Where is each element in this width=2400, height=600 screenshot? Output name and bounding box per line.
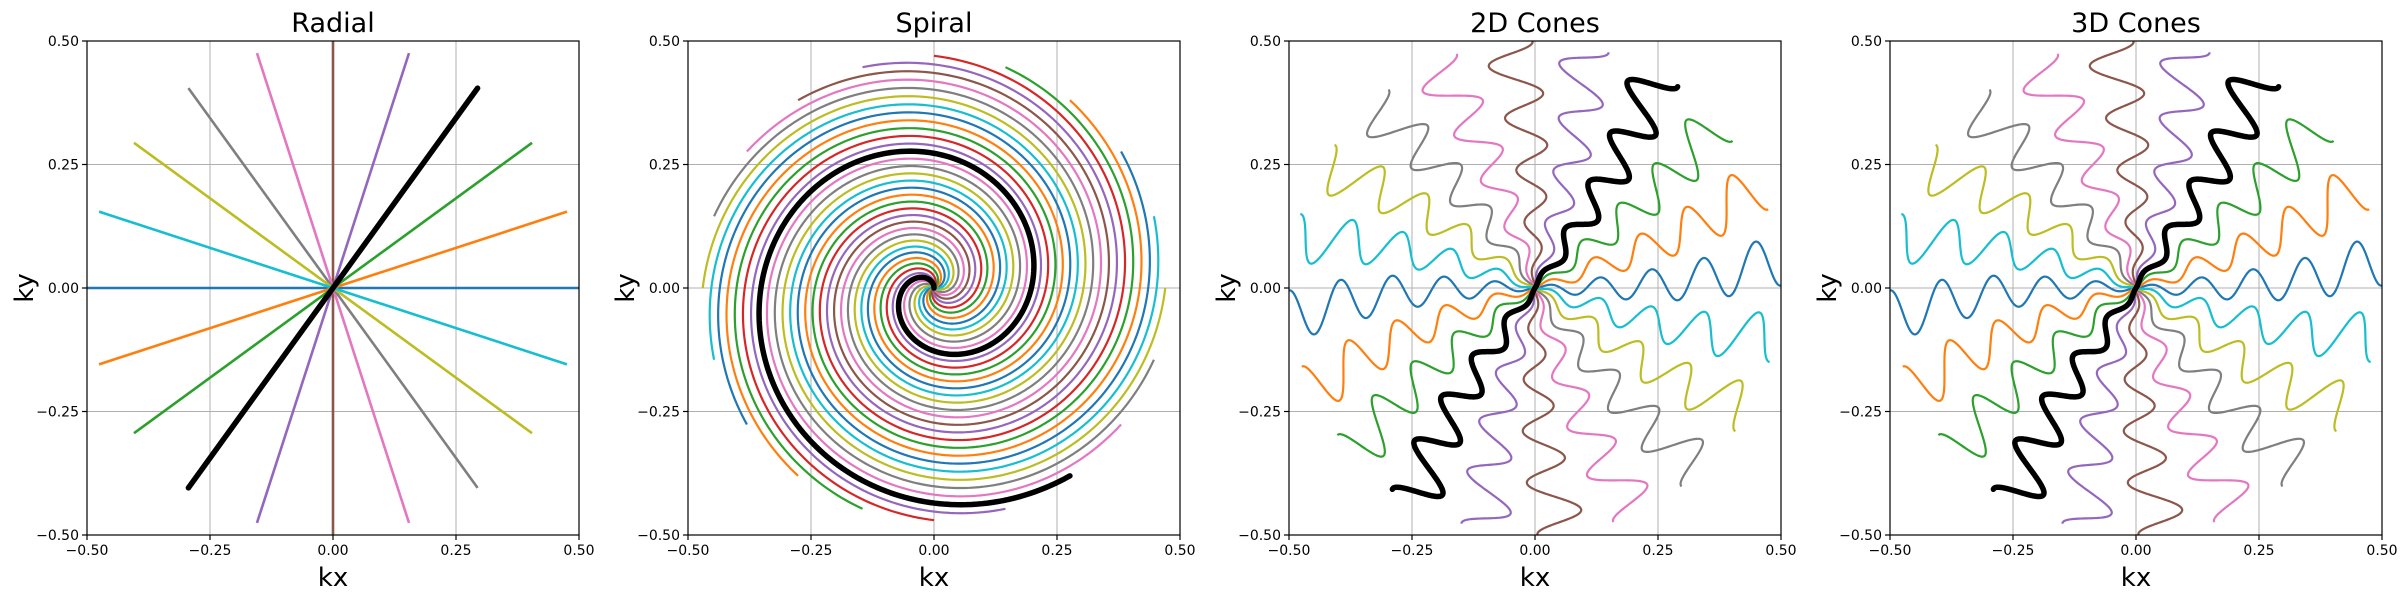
y-axis-label: ky: [611, 273, 641, 303]
panel-radial: Radial −0.50−0.50 −0.25 −0.25 0.00 0.00 0.25 0.…: [10, 8, 595, 593]
trajectory-line: [773, 164, 1155, 490]
y-axis-label: ky: [1813, 273, 1843, 303]
y-tick-label: −0.25: [1238, 405, 1281, 421]
plot-frame: [1288, 40, 1782, 536]
series-group: [87, 41, 579, 535]
y-tick-label: 0.50: [48, 34, 79, 50]
x-tick-label: 0.00: [918, 543, 949, 559]
trajectory-line: [804, 99, 1143, 457]
x-tick-label: 0.50: [563, 543, 594, 559]
trajectory-line: [701, 95, 1087, 404]
x-tick-label: −0.50: [667, 543, 710, 559]
series-group: [701, 54, 1167, 522]
y-tick-label: 0.25: [1851, 158, 1882, 174]
trajectory-line: [749, 142, 1043, 515]
trajectory-line: [717, 111, 1072, 425]
highlighted-trajectory-line: [1389, 76, 1681, 500]
trajectory-line: [746, 78, 1103, 419]
trajectory-line: [708, 103, 1079, 397]
y-tick-label: 0.00: [649, 281, 680, 297]
chart-title: 3D Cones: [2071, 8, 2201, 39]
panel-3d-cones: 3D Cones −0.50−0.50 −0.25 −0.25 0.00 0.00 0.25…: [1813, 8, 2398, 593]
plot-frame: [1889, 40, 2383, 536]
trajectory-line: [733, 127, 1057, 510]
y-tick-label: −0.50: [1238, 528, 1281, 544]
x-tick-label: 0.50: [1765, 543, 1796, 559]
x-axis-label: kx: [2121, 563, 2151, 593]
y-tick-label: −0.25: [637, 405, 680, 421]
x-tick-label: 0.25: [440, 543, 471, 559]
trajectory-line: [741, 134, 1050, 522]
x-tick-label: 0.50: [2366, 543, 2397, 559]
panel-spiral: Spiral −0.50−0.50 −0.25 −0.25 0.00 0.00 0.25 0.…: [611, 8, 1196, 593]
x-tick-label: 0.25: [1642, 543, 1673, 559]
y-axis-label: ky: [1212, 273, 1242, 303]
y-tick-label: −0.25: [1839, 405, 1882, 421]
trajectory-line: [781, 172, 1167, 481]
x-tick-label: 0.00: [1519, 543, 1550, 559]
x-tick-label: −0.25: [1992, 543, 2035, 559]
highlighted-trajectory-line: [756, 148, 1073, 508]
x-axis-label: kx: [1520, 563, 1550, 593]
trajectory-line: [765, 157, 1122, 498]
trajectory-line: [725, 119, 1064, 477]
trajectory-line: [713, 86, 1095, 412]
y-axis-label: ky: [10, 273, 40, 303]
y-tick-label: 0.00: [48, 281, 79, 297]
highlighted-trajectory-line: [1990, 76, 2282, 500]
y-tick-label: 0.00: [1851, 281, 1882, 297]
y-tick-label: 0.25: [1250, 158, 1281, 174]
x-tick-label: 0.00: [2120, 543, 2151, 559]
x-tick-label: −0.50: [66, 543, 109, 559]
y-tick-label: 0.00: [1250, 281, 1281, 297]
y-tick-label: 0.25: [649, 158, 680, 174]
trajectory-line: [811, 66, 1135, 449]
trajectory-line: [789, 179, 1160, 473]
chart-title: Spiral: [896, 8, 973, 39]
series-group: [1289, 41, 1781, 535]
x-axis-label: kx: [919, 563, 949, 593]
y-tick-label: 0.50: [1851, 34, 1882, 50]
trajectory-line: [796, 151, 1151, 465]
x-tick-label: −0.25: [189, 543, 232, 559]
x-tick-label: −0.50: [1869, 543, 1912, 559]
x-tick-label: 0.50: [1164, 543, 1195, 559]
x-tick-label: −0.25: [790, 543, 833, 559]
plot-frame: [86, 40, 580, 536]
trajectory-line: [797, 70, 1111, 426]
y-tick-label: 0.50: [649, 34, 680, 50]
y-tick-label: −0.25: [36, 405, 79, 421]
y-tick-label: 0.50: [1250, 34, 1281, 50]
y-tick-label: −0.50: [1839, 528, 1882, 544]
trajectory-line: [818, 54, 1127, 442]
y-tick-label: −0.50: [36, 528, 79, 544]
trajectory-line: [825, 61, 1119, 434]
panel-2d-cones: 2D Cones −0.50−0.50 −0.25 −0.25 0.00 0.00 0.25…: [1212, 8, 1797, 593]
x-axis-label: kx: [318, 563, 348, 593]
chart-title: Radial: [291, 8, 374, 39]
x-tick-label: −0.50: [1268, 543, 1311, 559]
y-tick-label: 0.25: [48, 158, 79, 174]
y-tick-label: −0.50: [637, 528, 680, 544]
plot-frame: [687, 40, 1181, 536]
x-tick-label: −0.25: [1391, 543, 1434, 559]
series-group: [1890, 41, 2382, 535]
highlighted-trajectory-line: [185, 85, 481, 491]
chart-title: 2D Cones: [1470, 8, 1600, 39]
x-tick-label: 0.25: [1041, 543, 1072, 559]
x-tick-label: 0.00: [317, 543, 348, 559]
x-tick-label: 0.25: [2243, 543, 2274, 559]
